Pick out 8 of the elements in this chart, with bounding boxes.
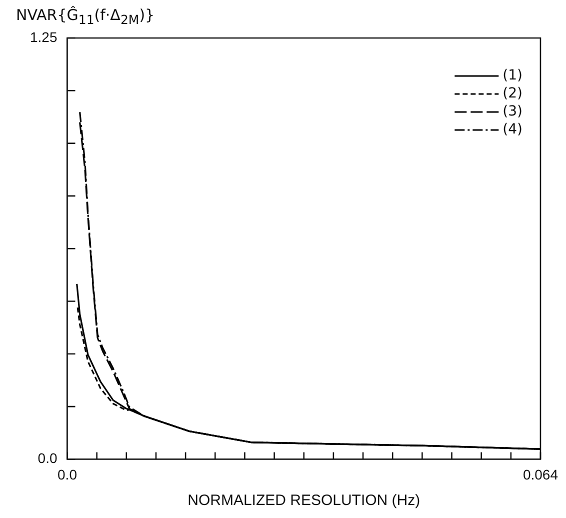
y-tick-label: 1.25 (30, 28, 58, 45)
legend-label: (2) (502, 86, 522, 102)
y-axis-title: NVAR{Ĝ$_{11}$(f·Δ$_{2M}$)} (16, 6, 155, 27)
legend-label: (4) (502, 122, 522, 138)
x-tick-label: 0.064 (522, 466, 558, 482)
legend-label: (1) (502, 68, 522, 84)
x-axis-title: NORMALIZED RESOLUTION (Hz) (188, 492, 420, 510)
legend-label: (3) (502, 104, 522, 120)
